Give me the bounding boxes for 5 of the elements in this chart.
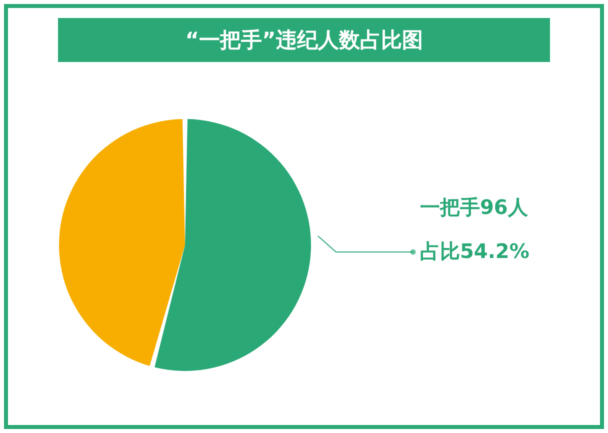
text: 一把手96人: [420, 195, 529, 219]
text: 占比54.2%: [420, 239, 530, 263]
pie-slice: [154, 119, 311, 371]
pie-slice: [59, 119, 185, 366]
chart-title: “一把手”违纪人数占比图: [58, 18, 550, 62]
